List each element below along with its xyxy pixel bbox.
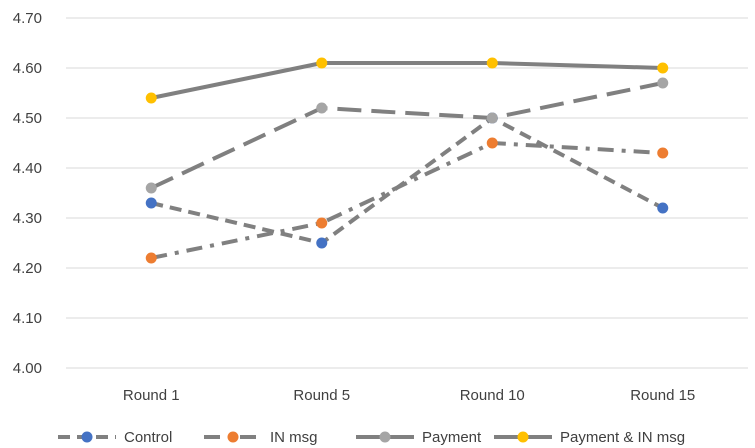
x-tick-label: Round 5 — [293, 387, 350, 404]
series-group — [145, 57, 669, 264]
data-point — [145, 182, 157, 194]
data-point — [316, 217, 328, 229]
legend-marker — [379, 431, 391, 443]
y-axis: 4.00 4.10 4.20 4.30 4.40 4.50 4.60 4.70 — [13, 10, 42, 377]
legend-item: Payment & IN msg — [494, 429, 685, 446]
y-tick-label: 4.70 — [13, 10, 42, 27]
data-point — [657, 147, 669, 159]
series-line-in-msg — [150, 141, 663, 260]
legend-marker — [227, 431, 239, 443]
x-tick-label: Round 1 — [123, 387, 180, 404]
data-point — [657, 202, 669, 214]
y-tick-label: 4.10 — [13, 310, 42, 327]
data-point — [657, 77, 669, 89]
data-point — [316, 102, 328, 114]
series-line-payment-in-msg — [150, 61, 663, 100]
legend-label: Control — [124, 429, 172, 446]
series-line-payment — [150, 81, 664, 190]
legend-item: Control — [58, 429, 172, 446]
y-tick-label: 4.30 — [13, 210, 42, 227]
legend-marker — [517, 431, 529, 443]
data-point — [486, 137, 498, 149]
series-line-control — [150, 116, 664, 245]
y-tick-label: 4.00 — [13, 360, 42, 377]
data-point — [145, 252, 157, 264]
x-tick-label: Round 10 — [460, 387, 525, 404]
x-axis: Round 1 Round 5 Round 10 Round 15 — [123, 387, 695, 404]
y-tick-label: 4.60 — [13, 60, 42, 77]
gridlines — [66, 17, 748, 369]
legend-item: Payment — [356, 429, 482, 446]
y-tick-label: 4.40 — [13, 160, 42, 177]
legend-marker — [81, 431, 93, 443]
y-tick-label: 4.20 — [13, 260, 42, 277]
legend-item: IN msg — [204, 429, 318, 446]
data-point — [145, 92, 157, 104]
data-point — [486, 57, 498, 69]
x-tick-label: Round 15 — [630, 387, 695, 404]
legend-label: IN msg — [270, 429, 318, 446]
legend: Control IN msg Payment Payment & IN msg — [58, 429, 685, 446]
data-point — [316, 57, 328, 69]
legend-label: Payment & IN msg — [560, 429, 685, 446]
data-point — [316, 237, 328, 249]
y-tick-label: 4.50 — [13, 110, 42, 127]
data-point — [486, 112, 498, 124]
legend-label: Payment — [422, 429, 482, 446]
data-point — [145, 197, 157, 209]
data-point — [657, 62, 669, 74]
